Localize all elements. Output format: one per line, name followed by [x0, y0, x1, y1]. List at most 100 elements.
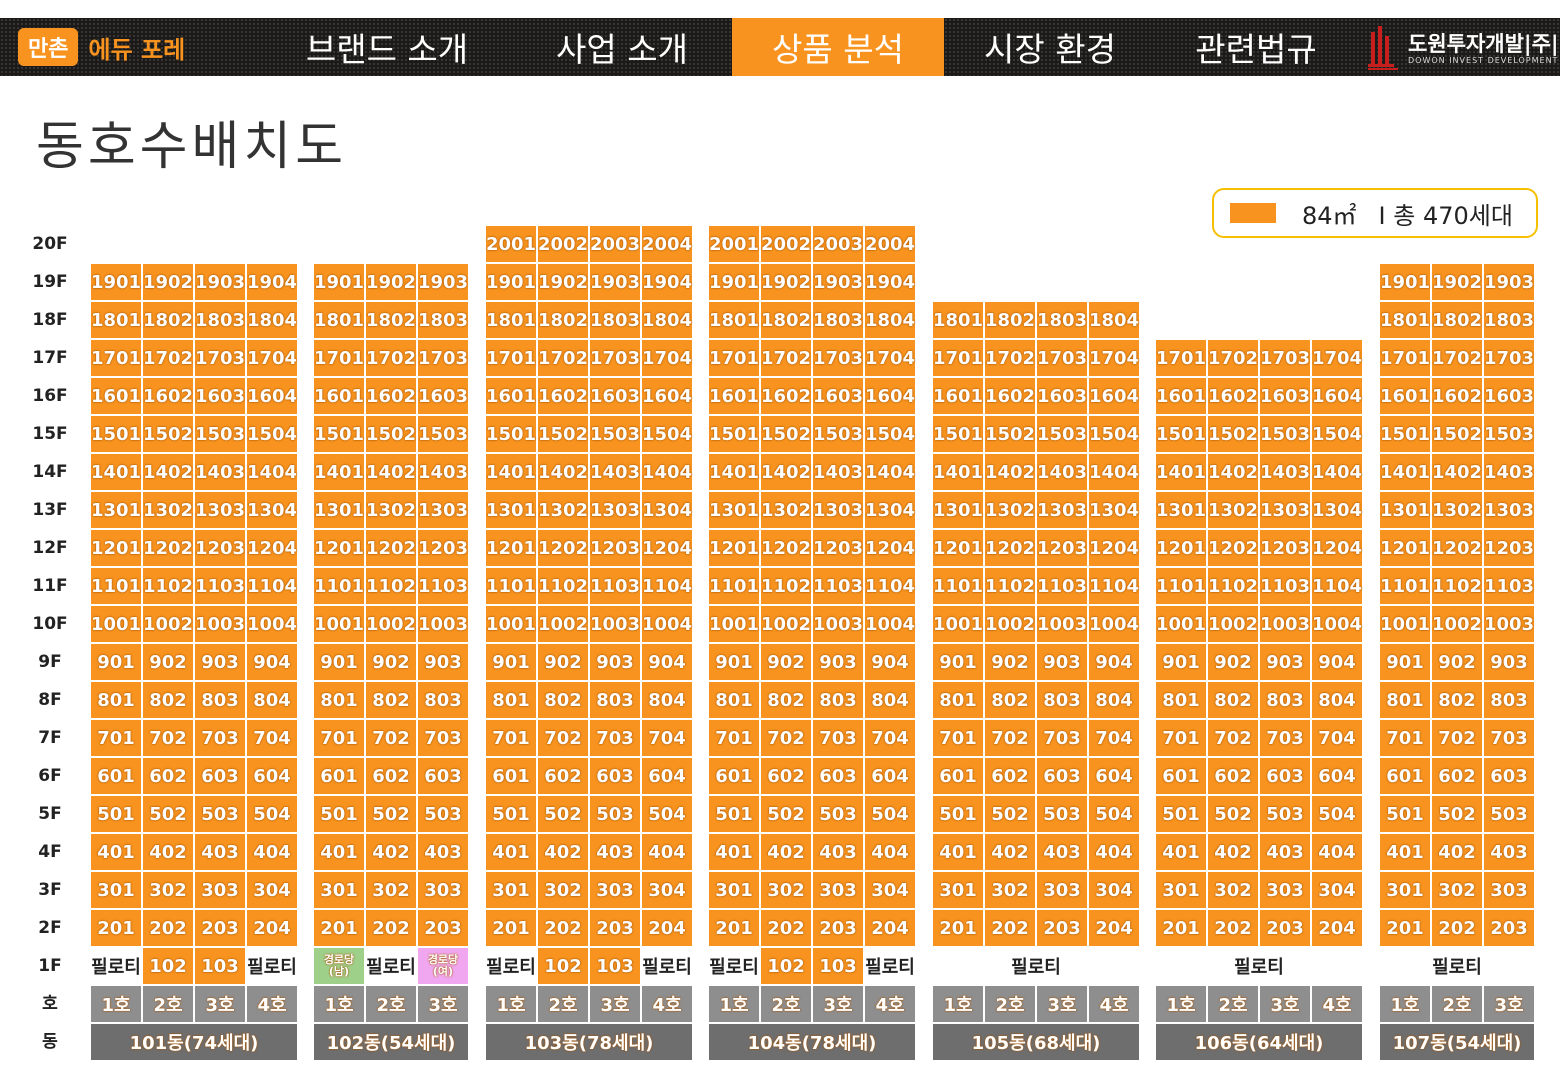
- unit-cell[interactable]: 601: [90, 757, 142, 795]
- unit-cell[interactable]: 404: [641, 833, 693, 871]
- unit-cell[interactable]: 1702: [984, 339, 1036, 377]
- unit-cell[interactable]: 102: [142, 947, 194, 985]
- unit-cell[interactable]: 1001: [708, 605, 760, 643]
- unit-cell[interactable]: 1302: [760, 491, 812, 529]
- unit-cell[interactable]: 803: [1259, 681, 1311, 719]
- unit-cell[interactable]: 801: [932, 681, 984, 719]
- unit-cell[interactable]: 1302: [1207, 491, 1259, 529]
- unit-cell[interactable]: 802: [1431, 681, 1483, 719]
- unit-cell[interactable]: 1101: [932, 567, 984, 605]
- unit-cell[interactable]: 1503: [812, 415, 864, 453]
- unit-cell[interactable]: 802: [984, 681, 1036, 719]
- unit-cell[interactable]: 1302: [365, 491, 417, 529]
- unit-cell[interactable]: 304: [246, 871, 298, 909]
- unit-cell[interactable]: 202: [365, 909, 417, 947]
- unit-cell[interactable]: 704: [641, 719, 693, 757]
- unit-cell[interactable]: 1104: [1088, 567, 1140, 605]
- unit-cell[interactable]: 1701: [313, 339, 365, 377]
- unit-cell[interactable]: 1502: [984, 415, 1036, 453]
- unit-cell[interactable]: 2002: [760, 225, 812, 263]
- unit-cell[interactable]: 1401: [313, 453, 365, 491]
- unit-cell[interactable]: 901: [313, 643, 365, 681]
- unit-cell[interactable]: 503: [194, 795, 246, 833]
- unit-cell[interactable]: 701: [485, 719, 537, 757]
- unit-cell[interactable]: 902: [760, 643, 812, 681]
- unit-cell[interactable]: 302: [984, 871, 1036, 909]
- unit-cell[interactable]: 1602: [537, 377, 589, 415]
- unit-cell[interactable]: 502: [142, 795, 194, 833]
- unit-cell[interactable]: 603: [589, 757, 641, 795]
- unit-cell[interactable]: 1802: [537, 301, 589, 339]
- unit-cell[interactable]: 1501: [90, 415, 142, 453]
- unit-cell[interactable]: 204: [641, 909, 693, 947]
- unit-cell[interactable]: 1601: [1379, 377, 1431, 415]
- unit-cell[interactable]: 1502: [1431, 415, 1483, 453]
- unit-cell[interactable]: 1601: [1155, 377, 1207, 415]
- unit-cell[interactable]: 1602: [1207, 377, 1259, 415]
- unit-cell[interactable]: 1701: [1155, 339, 1207, 377]
- unit-cell[interactable]: 1903: [589, 263, 641, 301]
- unit-cell[interactable]: 1201: [1379, 529, 1431, 567]
- unit-cell[interactable]: 902: [365, 643, 417, 681]
- unit-cell[interactable]: 403: [1483, 833, 1535, 871]
- unit-cell[interactable]: 1901: [313, 263, 365, 301]
- unit-cell[interactable]: 1103: [589, 567, 641, 605]
- unit-cell[interactable]: 604: [246, 757, 298, 795]
- unit-cell[interactable]: 904: [1088, 643, 1140, 681]
- unit-cell[interactable]: 402: [537, 833, 589, 871]
- unit-cell[interactable]: 1403: [812, 453, 864, 491]
- unit-cell[interactable]: 304: [641, 871, 693, 909]
- unit-cell[interactable]: 1703: [194, 339, 246, 377]
- unit-cell[interactable]: 703: [812, 719, 864, 757]
- unit-cell[interactable]: 1603: [1036, 377, 1088, 415]
- unit-cell[interactable]: 1202: [365, 529, 417, 567]
- unit-cell[interactable]: 303: [417, 871, 469, 909]
- unit-cell[interactable]: 1202: [984, 529, 1036, 567]
- unit-cell[interactable]: 1203: [194, 529, 246, 567]
- unit-cell[interactable]: 1603: [417, 377, 469, 415]
- unit-cell[interactable]: 703: [417, 719, 469, 757]
- unit-cell[interactable]: 803: [1036, 681, 1088, 719]
- unit-cell[interactable]: 604: [641, 757, 693, 795]
- unit-cell[interactable]: 1302: [1431, 491, 1483, 529]
- unit-cell[interactable]: 1101: [708, 567, 760, 605]
- unit-cell[interactable]: 402: [1431, 833, 1483, 871]
- unit-cell[interactable]: 702: [142, 719, 194, 757]
- unit-cell[interactable]: 1003: [812, 605, 864, 643]
- unit-cell[interactable]: 801: [485, 681, 537, 719]
- unit-cell[interactable]: 904: [246, 643, 298, 681]
- unit-cell[interactable]: 703: [589, 719, 641, 757]
- unit-cell[interactable]: 601: [313, 757, 365, 795]
- unit-cell[interactable]: 1301: [90, 491, 142, 529]
- unit-cell[interactable]: 1303: [1483, 491, 1535, 529]
- unit-cell[interactable]: 802: [760, 681, 812, 719]
- unit-cell[interactable]: 804: [246, 681, 298, 719]
- unit-cell[interactable]: 702: [760, 719, 812, 757]
- unit-cell[interactable]: 1703: [1259, 339, 1311, 377]
- unit-cell[interactable]: 804: [864, 681, 916, 719]
- unit-cell[interactable]: 1501: [313, 415, 365, 453]
- unit-cell[interactable]: 1904: [641, 263, 693, 301]
- unit-cell[interactable]: 503: [417, 795, 469, 833]
- unit-cell[interactable]: 1604: [1311, 377, 1363, 415]
- unit-cell[interactable]: 1804: [1088, 301, 1140, 339]
- unit-cell[interactable]: 1101: [313, 567, 365, 605]
- unit-cell[interactable]: 802: [1207, 681, 1259, 719]
- unit-cell[interactable]: 1101: [90, 567, 142, 605]
- unit-cell[interactable]: 501: [90, 795, 142, 833]
- unit-cell[interactable]: 1104: [246, 567, 298, 605]
- unit-cell[interactable]: 401: [485, 833, 537, 871]
- unit-cell[interactable]: 1802: [760, 301, 812, 339]
- unit-cell[interactable]: 603: [1259, 757, 1311, 795]
- unit-cell[interactable]: 1902: [142, 263, 194, 301]
- unit-cell[interactable]: 402: [142, 833, 194, 871]
- unit-cell[interactable]: 902: [1207, 643, 1259, 681]
- unit-cell[interactable]: 1004: [1088, 605, 1140, 643]
- unit-cell[interactable]: 1301: [708, 491, 760, 529]
- unit-cell[interactable]: 1303: [812, 491, 864, 529]
- unit-cell[interactable]: 1904: [246, 263, 298, 301]
- unit-cell[interactable]: 1404: [1311, 453, 1363, 491]
- unit-cell[interactable]: 603: [194, 757, 246, 795]
- unit-cell[interactable]: 1702: [365, 339, 417, 377]
- unit-cell[interactable]: 304: [864, 871, 916, 909]
